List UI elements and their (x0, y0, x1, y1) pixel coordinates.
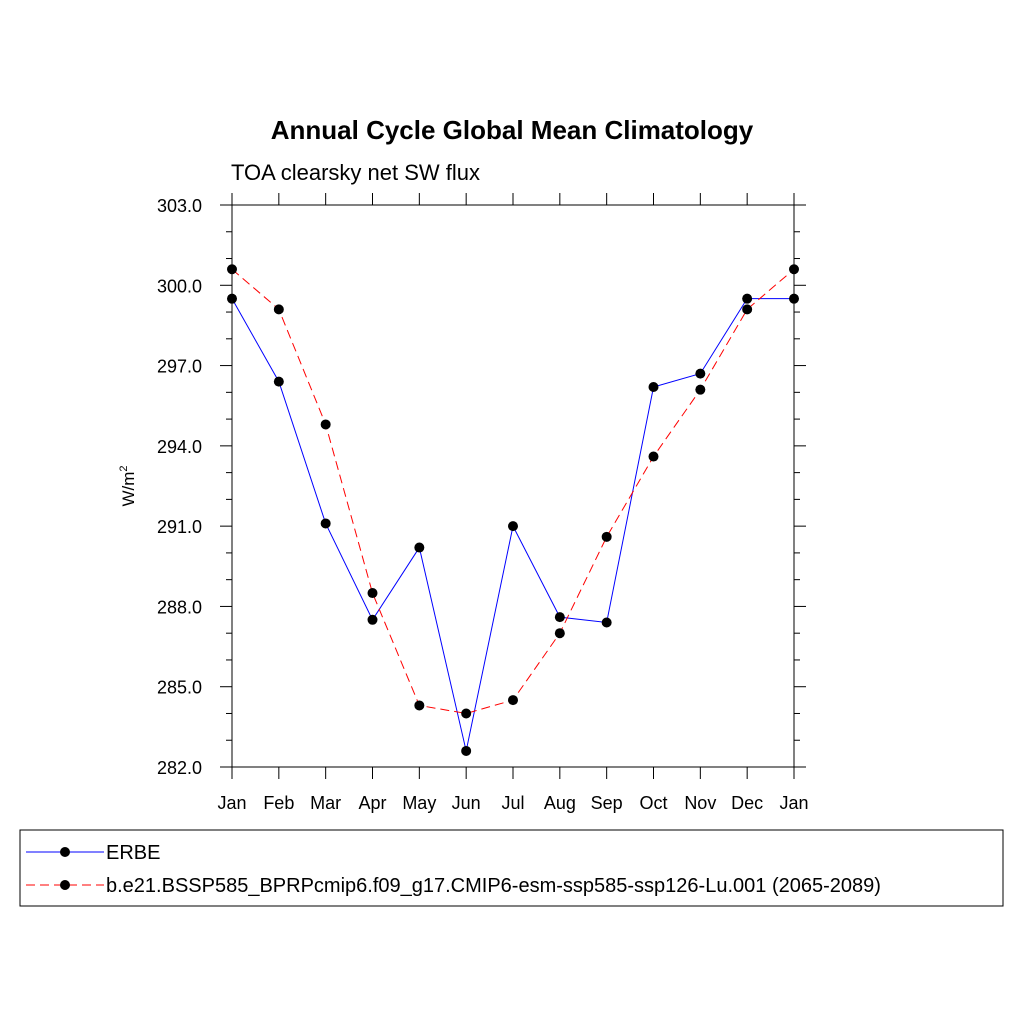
legend: ERBE b.e21.BSSP585_BPRPcmip6.f09_g17.CMIP… (26, 842, 881, 897)
y-tick-label: 297.0 (157, 357, 202, 377)
x-tick-label: May (402, 793, 436, 813)
legend-label-1: b.e21.BSSP585_BPRPcmip6.f09_g17.CMIP6-es… (106, 875, 881, 897)
data-point (508, 695, 518, 706)
data-point (601, 617, 612, 628)
data-point (648, 381, 659, 392)
data-point (601, 531, 612, 542)
data-point (554, 612, 565, 623)
data-point (554, 628, 565, 639)
x-tick-label: Oct (639, 793, 667, 813)
x-tick-label: Aug (544, 793, 576, 813)
axes: Jan Feb Mar Apr May Jun Jul Aug Sep Oct Nov Dec Jan 2… (157, 193, 809, 813)
y-tick-label: 291.0 (157, 517, 202, 537)
data-point (695, 368, 706, 379)
series-line-1 (231, 268, 795, 714)
data-point (367, 614, 378, 625)
y-tick-label: 282.0 (157, 758, 202, 778)
data-point (320, 518, 331, 529)
x-tick-label: Dec (731, 793, 763, 813)
data-point (648, 451, 659, 462)
legend-box (19, 829, 1004, 907)
data-point (461, 745, 472, 756)
x-tick-label: Apr (358, 793, 386, 813)
data-point (461, 708, 472, 719)
chart-title: Annual Cycle Global Mean Climatology (271, 115, 754, 145)
x-tick-label: Sep (591, 793, 623, 813)
legend-marker (60, 880, 70, 890)
svg-text:W/m2: W/m2 (118, 465, 138, 506)
x-tick-label: Jan (217, 793, 246, 813)
y-axis-label-superscript: 2 (118, 465, 130, 471)
chart-subtitle: TOA clearsky net SW flux (231, 160, 480, 185)
series-layer (227, 264, 799, 756)
x-tick-label: Nov (684, 793, 716, 813)
plot-frame (231, 204, 795, 768)
y-axis-label: W/m2 (118, 465, 138, 506)
x-tick-label: Mar (310, 793, 341, 813)
legend-marker (60, 847, 70, 857)
y-tick-label: 294.0 (157, 437, 202, 457)
y-tick-label: 285.0 (157, 678, 202, 698)
data-point (789, 264, 799, 275)
data-point (273, 376, 284, 387)
y-tick-label: 303.0 (157, 196, 202, 216)
x-tick-label: Jun (452, 793, 481, 813)
data-point (414, 542, 425, 553)
x-tick-label: Jan (779, 793, 808, 813)
data-point (227, 264, 237, 275)
x-tick-label: Jul (501, 793, 524, 813)
y-tick-label: 288.0 (157, 597, 202, 617)
data-point (742, 304, 753, 315)
data-point (789, 293, 799, 304)
data-point (742, 293, 753, 304)
data-point (414, 700, 425, 711)
y-tick-label: 300.0 (157, 276, 202, 296)
data-point (227, 293, 237, 304)
y-axis-label-text: W/m (119, 472, 138, 507)
data-point (695, 384, 706, 395)
data-point (273, 304, 284, 315)
data-point (508, 521, 518, 532)
legend-label-0: ERBE (106, 842, 160, 864)
x-tick-label: Feb (263, 793, 294, 813)
data-point (320, 419, 331, 430)
data-point (367, 588, 378, 599)
